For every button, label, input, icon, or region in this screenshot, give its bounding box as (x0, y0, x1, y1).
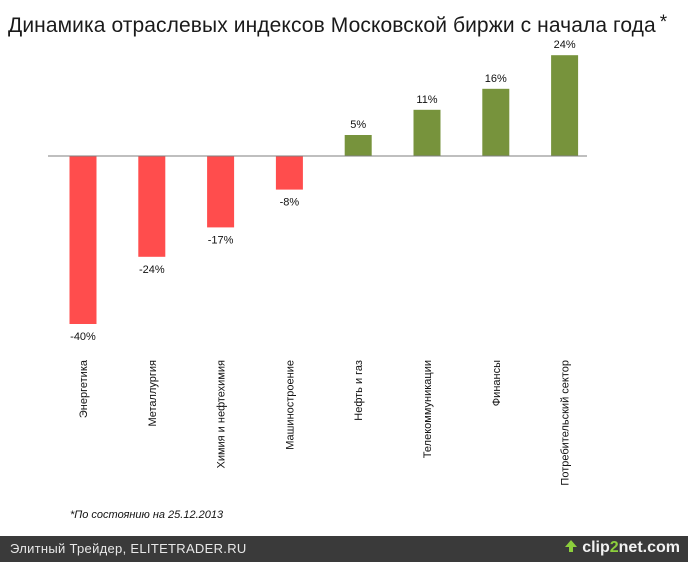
category-label-8: Потребительский сектор (560, 360, 572, 486)
bar-8 (551, 55, 579, 157)
category-label-1: Энергетика (78, 359, 90, 418)
category-label-4: Машиностроение (284, 360, 296, 450)
title-text: Динамика отраслевых индексов Московской … (8, 14, 656, 37)
upload-arrow-icon (565, 540, 578, 552)
brand-prefix: clip (582, 539, 610, 556)
category-label-3: Химия и нефтехимия (216, 360, 228, 469)
data-label-1: -40% (70, 331, 96, 343)
data-label-3: -17% (208, 234, 234, 246)
chart-title: Динамика отраслевых индексов Московской … (8, 12, 667, 38)
brand-two: 2 (609, 539, 619, 556)
data-label-8: 24% (554, 39, 576, 51)
bar-7 (482, 88, 510, 156)
category-label-5: Нефть и газ (353, 360, 365, 421)
brand-suffix: net.com (618, 539, 680, 556)
category-label-7: Финансы (491, 360, 503, 406)
bar-5 (344, 135, 372, 156)
category-label-6: Телекоммуникации (422, 360, 434, 458)
title-asterisk: * (659, 12, 668, 33)
bar-chart: -40% Энергетика -24% Металлургия -17% Химия и… (48, 39, 587, 486)
bar-2 (138, 156, 166, 257)
footer-credit: Элитный Трейдер, ELITETRADER.RU (10, 541, 247, 556)
footer-bar: Элитный Трейдер, ELITETRADER.RU clip2net… (0, 536, 688, 562)
data-label-7: 16% (485, 73, 507, 85)
bar-3 (207, 156, 235, 228)
data-label-6: 11% (416, 94, 437, 106)
data-label-4: -8% (280, 197, 300, 209)
bar-1 (69, 156, 97, 324)
bar-6 (413, 109, 441, 156)
clip2net-logo[interactable]: clip2net.com (564, 539, 680, 557)
bar-4 (275, 156, 303, 190)
data-label-2: -24% (139, 264, 165, 276)
category-label-2: Металлургия (147, 360, 159, 427)
data-label-5: 5% (350, 119, 366, 131)
footnote: *По состоянию на 25.12.2013 (70, 509, 224, 521)
